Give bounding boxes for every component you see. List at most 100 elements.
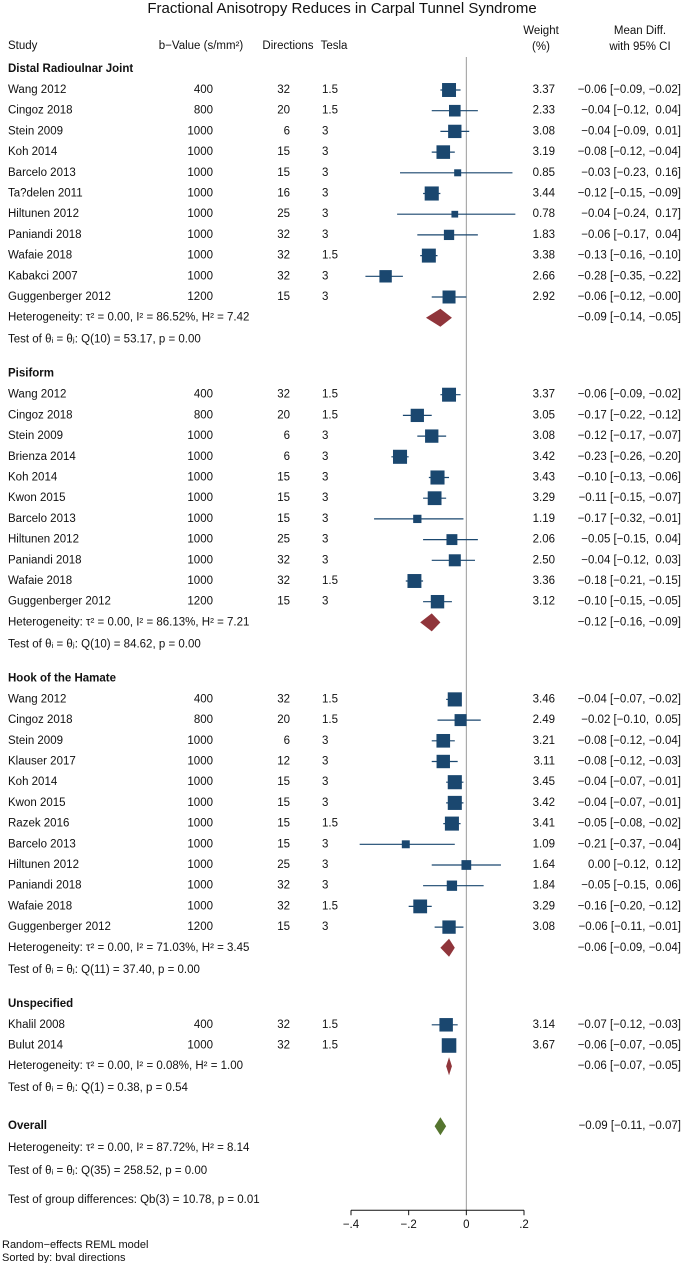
x-tick-label: −.4 xyxy=(343,1219,360,1231)
directions: 6 xyxy=(284,125,290,137)
study-name: Kwon 2015 xyxy=(8,492,66,504)
effect-label: −0.08 [−0.12, −0.04] xyxy=(578,146,681,158)
heterogeneity: Heterogeneity: τ² = 0.00, I² = 86.13%, H… xyxy=(8,616,249,628)
subgroup-name: Hook of the Hamate xyxy=(8,672,116,684)
effect-label: −0.06 [−0.12, −0.00] xyxy=(578,291,681,303)
header-effect: Mean Diff. xyxy=(614,25,666,37)
b-value: 1000 xyxy=(187,776,213,788)
tesla: 3 xyxy=(322,880,328,892)
tesla: 3 xyxy=(322,534,328,546)
tesla: 3 xyxy=(322,921,328,933)
directions: 32 xyxy=(277,693,290,705)
weight: 3.37 xyxy=(533,389,555,401)
weight: 1.83 xyxy=(533,229,555,241)
effect-label: −0.06 [−0.17, 0.04] xyxy=(581,229,681,241)
weight: 0.85 xyxy=(533,167,555,179)
b-value: 1000 xyxy=(187,250,213,262)
study-marker xyxy=(430,594,445,609)
b-value: 1000 xyxy=(187,229,213,241)
study-marker xyxy=(442,387,457,402)
header-weight-unit: (%) xyxy=(532,41,550,53)
directions: 15 xyxy=(277,291,290,303)
b-value: 1000 xyxy=(187,430,213,442)
effect-label: −0.10 [−0.15, −0.05] xyxy=(578,596,681,608)
study-marker xyxy=(454,714,467,727)
study-name: Barcelo 2013 xyxy=(8,513,76,525)
tesla: 3 xyxy=(322,756,328,768)
study-marker xyxy=(446,534,458,546)
study-name: Brienza 2014 xyxy=(8,451,76,463)
effect-label: −0.13 [−0.16, −0.10] xyxy=(578,250,681,262)
study-name: Guggenberger 2012 xyxy=(8,596,111,608)
study-name: Paniandi 2018 xyxy=(8,880,82,892)
directions: 15 xyxy=(277,776,290,788)
tesla: 1.5 xyxy=(322,389,338,401)
tesla: 3 xyxy=(322,596,328,608)
weight: 3.43 xyxy=(533,472,555,484)
directions: 16 xyxy=(277,188,290,200)
study-marker xyxy=(454,169,462,177)
weight: 3.42 xyxy=(533,797,555,809)
directions: 6 xyxy=(284,430,290,442)
study-marker xyxy=(441,1038,457,1053)
weight: 2.92 xyxy=(533,291,555,303)
pooled-label: −0.09 [−0.11, −0.07] xyxy=(579,1120,681,1132)
effect-label: −0.04 [−0.24, 0.17] xyxy=(581,208,681,220)
directions: 6 xyxy=(284,451,290,463)
b-value: 800 xyxy=(194,409,213,421)
study-marker xyxy=(442,920,456,934)
tesla: 1.5 xyxy=(322,1019,338,1031)
subgroup-name: Unspecified xyxy=(8,998,73,1010)
effect-label: −0.04 [−0.09, 0.01] xyxy=(581,125,681,137)
header-weight: Weight xyxy=(523,25,559,37)
directions: 15 xyxy=(277,921,290,933)
tesla: 1.5 xyxy=(322,1040,338,1052)
tesla: 1.5 xyxy=(322,250,338,262)
study-name: Koh 2014 xyxy=(8,776,58,788)
tesla: 3 xyxy=(322,492,328,504)
study-marker xyxy=(413,514,422,524)
effect-label: −0.06 [−0.11, −0.01] xyxy=(579,921,681,933)
study-marker xyxy=(451,210,459,218)
homogeneity-test: Test of θᵢ = θⱼ: Q(10) = 84.62, p = 0.00 xyxy=(8,638,201,650)
header-study: Study xyxy=(8,40,38,52)
weight: 3.08 xyxy=(533,921,555,933)
directions: 32 xyxy=(277,880,290,892)
b-value: 1000 xyxy=(187,125,213,137)
directions: 12 xyxy=(277,756,290,768)
study-marker xyxy=(425,429,439,443)
pooled-label: −0.09 [−0.14, −0.05] xyxy=(578,312,681,324)
b-value: 1000 xyxy=(187,208,213,220)
weight: 3.29 xyxy=(533,900,555,912)
directions: 32 xyxy=(277,575,290,587)
study-name: Klauser 2017 xyxy=(8,756,76,768)
b-value: 1000 xyxy=(187,451,213,463)
header-directions: Directions xyxy=(262,40,313,52)
tesla: 3 xyxy=(322,554,328,566)
chart-title: Fractional Anisotropy Reduces in Carpal … xyxy=(147,0,536,17)
b-value: 1200 xyxy=(187,596,213,608)
homogeneity-test: Test of θᵢ = θⱼ: Q(35) = 258.52, p = 0.0… xyxy=(8,1165,207,1177)
tesla: 1.5 xyxy=(322,84,338,96)
directions: 25 xyxy=(277,859,290,871)
effect-label: −0.05 [−0.15, 0.06] xyxy=(581,880,681,892)
tesla: 3 xyxy=(322,430,328,442)
group-test: Test of group differences: Qb(3) = 10.78… xyxy=(8,1194,260,1206)
subgroup-name: Distal Radioulnar Joint xyxy=(8,63,133,75)
b-value: 1000 xyxy=(187,167,213,179)
study-marker xyxy=(436,754,450,769)
heterogeneity: Heterogeneity: τ² = 0.00, I² = 71.03%, H… xyxy=(8,942,249,954)
directions: 15 xyxy=(277,818,290,830)
b-value: 1000 xyxy=(187,575,213,587)
b-value: 400 xyxy=(194,84,213,96)
study-marker xyxy=(424,186,439,201)
tesla: 3 xyxy=(322,229,328,241)
study-name: Stein 2009 xyxy=(8,125,63,137)
effect-label: −0.04 [−0.12, 0.03] xyxy=(581,554,681,566)
weight: 3.12 xyxy=(533,596,555,608)
study-marker xyxy=(436,733,451,748)
effect-label: −0.17 [−0.32, −0.01] xyxy=(578,513,681,525)
tesla: 3 xyxy=(322,513,328,525)
effect-label: −0.12 [−0.17, −0.07] xyxy=(578,430,681,442)
effect-label: −0.12 [−0.15, −0.09] xyxy=(578,188,681,200)
